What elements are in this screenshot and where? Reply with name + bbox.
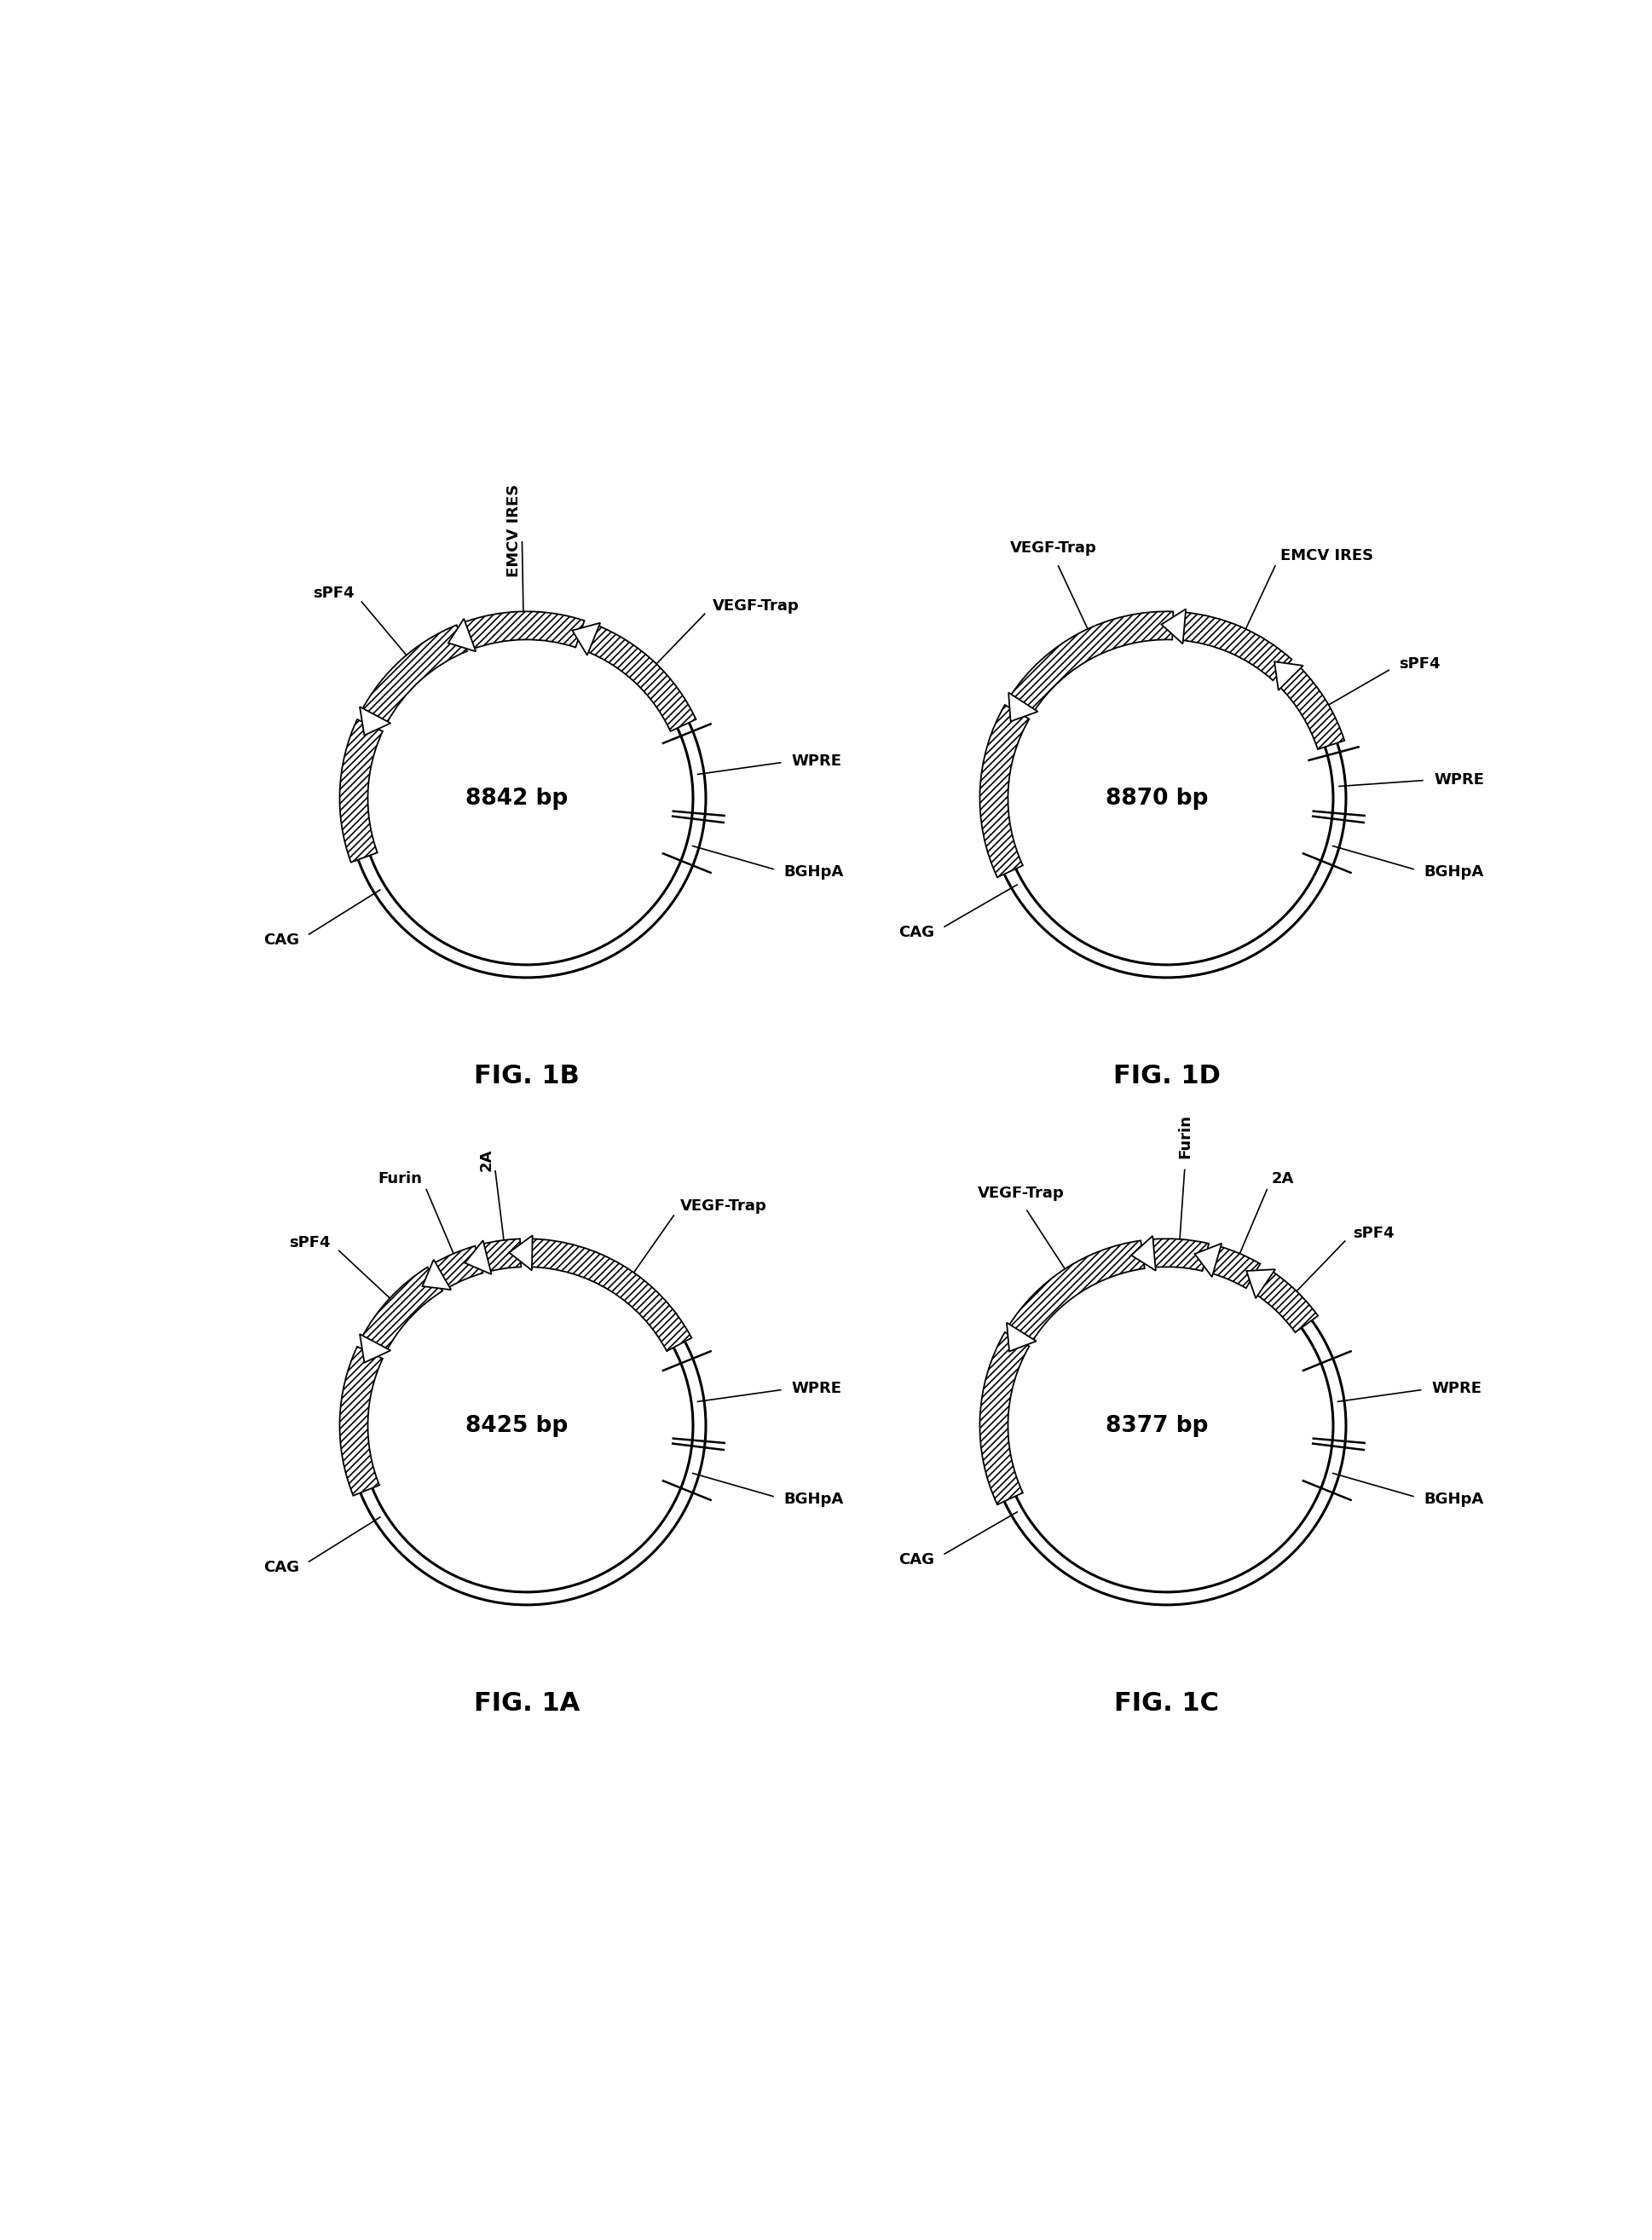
Wedge shape (1009, 612, 1173, 712)
Polygon shape (1132, 1236, 1156, 1270)
Text: 2A: 2A (479, 1149, 494, 1172)
Text: EMCV IRES: EMCV IRES (1280, 549, 1373, 562)
Polygon shape (464, 1241, 492, 1275)
Text: VEGF-Trap: VEGF-Trap (712, 598, 800, 614)
Text: sPF4: sPF4 (1399, 656, 1441, 672)
Polygon shape (1006, 1322, 1036, 1351)
Text: Furin: Furin (1178, 1113, 1193, 1158)
Text: FIG. 1D: FIG. 1D (1113, 1064, 1221, 1089)
Text: WPRE: WPRE (1432, 1380, 1482, 1396)
Polygon shape (1274, 661, 1303, 690)
Text: CAG: CAG (899, 925, 935, 941)
Wedge shape (1150, 1239, 1209, 1270)
Text: VEGF-Trap: VEGF-Trap (978, 1185, 1064, 1201)
Wedge shape (1211, 1245, 1260, 1288)
Wedge shape (481, 1239, 520, 1272)
Text: WPRE: WPRE (791, 753, 843, 768)
Wedge shape (362, 625, 468, 724)
Text: 8870 bp: 8870 bp (1105, 786, 1208, 809)
Wedge shape (529, 1239, 692, 1351)
Text: 8377 bp: 8377 bp (1105, 1416, 1208, 1436)
Text: FIG. 1A: FIG. 1A (474, 1691, 580, 1716)
Text: WPRE: WPRE (791, 1380, 843, 1396)
Polygon shape (360, 1335, 390, 1362)
Text: sPF4: sPF4 (1353, 1225, 1394, 1241)
Polygon shape (448, 618, 476, 652)
Text: BGHpA: BGHpA (785, 1492, 844, 1508)
Text: sPF4: sPF4 (312, 585, 355, 600)
Text: 8842 bp: 8842 bp (466, 786, 568, 809)
Text: BGHpA: BGHpA (1424, 865, 1483, 880)
Wedge shape (340, 719, 383, 862)
Text: FIG. 1C: FIG. 1C (1115, 1691, 1219, 1716)
Wedge shape (362, 1268, 443, 1351)
Polygon shape (360, 708, 390, 735)
Text: EMCV IRES: EMCV IRES (507, 484, 522, 578)
Text: CAG: CAG (899, 1552, 935, 1568)
Polygon shape (1194, 1243, 1221, 1277)
Wedge shape (980, 706, 1029, 878)
Wedge shape (433, 1245, 482, 1288)
Wedge shape (1181, 612, 1292, 681)
Text: CAG: CAG (264, 932, 299, 948)
Wedge shape (1008, 1241, 1145, 1342)
Polygon shape (1246, 1270, 1275, 1299)
Polygon shape (509, 1236, 532, 1270)
Wedge shape (1256, 1270, 1318, 1333)
Wedge shape (463, 612, 585, 650)
Text: sPF4: sPF4 (289, 1234, 330, 1250)
Polygon shape (1161, 609, 1186, 643)
Text: FIG. 1B: FIG. 1B (474, 1064, 580, 1089)
Text: Furin: Furin (378, 1172, 421, 1187)
Wedge shape (1279, 665, 1345, 750)
Polygon shape (572, 623, 600, 656)
Text: WPRE: WPRE (1434, 773, 1483, 786)
Text: 2A: 2A (1272, 1172, 1294, 1187)
Text: VEGF-Trap: VEGF-Trap (681, 1198, 767, 1214)
Polygon shape (1008, 692, 1037, 721)
Text: CAG: CAG (264, 1559, 299, 1575)
Wedge shape (586, 625, 695, 730)
Polygon shape (423, 1259, 451, 1290)
Wedge shape (340, 1346, 383, 1496)
Text: BGHpA: BGHpA (785, 865, 844, 880)
Text: 8425 bp: 8425 bp (466, 1416, 568, 1436)
Wedge shape (980, 1333, 1029, 1505)
Text: VEGF-Trap: VEGF-Trap (1009, 540, 1097, 556)
Text: BGHpA: BGHpA (1424, 1492, 1483, 1508)
